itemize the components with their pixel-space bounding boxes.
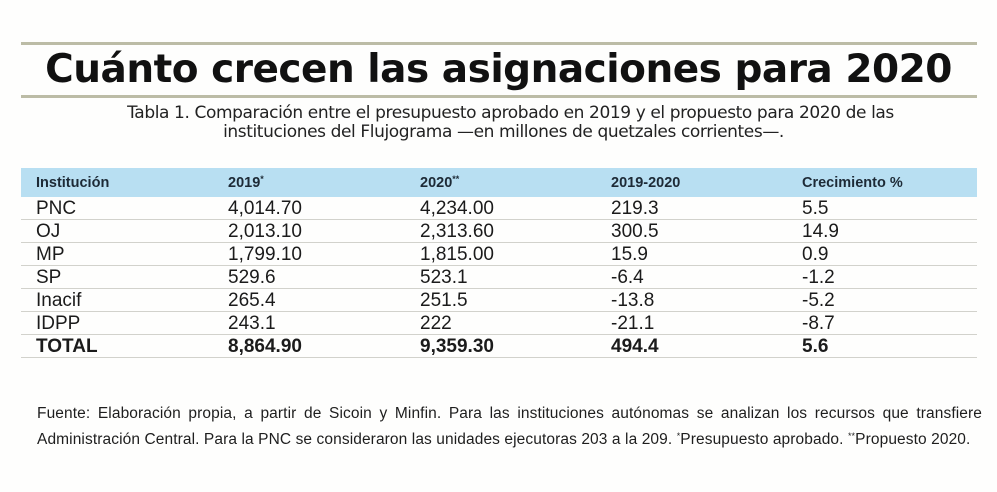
table-row: Inacif 265.4 251.5 -13.8 -5.2 (21, 288, 977, 312)
header-2019: 2019* (213, 168, 405, 197)
cell-growth-pct: -1.2 (787, 265, 977, 289)
header-institucion: Institución (21, 168, 213, 197)
cell-growth-pct: 0.9 (787, 242, 977, 266)
cell-difference: 219.3 (596, 197, 787, 220)
footnote-mark: ** (452, 174, 460, 184)
cell-value-2019: 2,013.10 (213, 219, 405, 243)
header-growth-pct: Crecimiento % (787, 168, 977, 197)
cell-difference: 15.9 (596, 242, 787, 266)
cell-institution: SP (21, 265, 213, 289)
table-row: IDPP 243.1 222 -21.1 -8.7 (21, 311, 977, 335)
total-institution: TOTAL (21, 334, 213, 358)
header-difference: 2019-2020 (596, 168, 787, 197)
table-total-row: TOTAL 8,864.90 9,359.30 494.4 5.6 (21, 334, 977, 358)
title-top-rule (21, 42, 977, 45)
budget-table: Institución 2019* 2020** 2019-2020 Creci… (21, 168, 977, 358)
cell-value-2020: 222 (405, 311, 596, 335)
source-footnote: Fuente: Elaboración propia, a partir de … (37, 403, 982, 451)
page-title: Cuánto crecen las asignaciones para 2020 (45, 47, 952, 92)
cell-value-2019: 1,799.10 (213, 242, 405, 266)
footnote-mark: ** (847, 431, 856, 441)
cell-growth-pct: -5.2 (787, 288, 977, 312)
cell-difference: -13.8 (596, 288, 787, 312)
cell-value-2019: 243.1 (213, 311, 405, 335)
table-row: MP 1,799.10 1,815.00 15.9 0.9 (21, 242, 977, 266)
caption-line-1: Tabla 1. Comparación entre el presupuest… (127, 103, 894, 123)
cell-difference: 300.5 (596, 219, 787, 243)
footnote-mark: * (260, 174, 264, 184)
total-growth-pct: 5.6 (787, 334, 977, 358)
footnote-note-2: Propuesto 2020. (855, 431, 971, 448)
total-difference: 494.4 (596, 334, 787, 358)
cell-growth-pct: -8.7 (787, 311, 977, 335)
total-value-2019: 8,864.90 (213, 334, 405, 358)
table-row: SP 529.6 523.1 -6.4 -1.2 (21, 265, 977, 289)
footnote-note-1: Presupuesto aprobado. (680, 431, 848, 448)
cell-value-2020: 251.5 (405, 288, 596, 312)
cell-institution: MP (21, 242, 213, 266)
cell-growth-pct: 5.5 (787, 197, 977, 220)
cell-institution: PNC (21, 197, 213, 220)
total-value-2020: 9,359.30 (405, 334, 596, 358)
cell-value-2019: 265.4 (213, 288, 405, 312)
cell-value-2020: 2,313.60 (405, 219, 596, 243)
table-row: OJ 2,013.10 2,313.60 300.5 14.9 (21, 219, 977, 243)
cell-institution: Inacif (21, 288, 213, 312)
cell-value-2020: 523.1 (405, 265, 596, 289)
footnote-source-text: Fuente: Elaboración propia, a partir de … (37, 405, 982, 448)
cell-value-2019: 4,014.70 (213, 197, 405, 220)
cell-growth-pct: 14.9 (787, 219, 977, 243)
cell-value-2020: 1,815.00 (405, 242, 596, 266)
table-caption: Tabla 1. Comparación entre el presupuest… (0, 104, 997, 142)
header-2020: 2020** (405, 168, 596, 197)
cell-value-2020: 4,234.00 (405, 197, 596, 220)
title-bottom-rule (21, 95, 977, 98)
table-row: PNC 4,014.70 4,234.00 219.3 5.5 (21, 197, 977, 220)
cell-difference: -6.4 (596, 265, 787, 289)
cell-value-2019: 529.6 (213, 265, 405, 289)
cell-institution: OJ (21, 219, 213, 243)
cell-difference: -21.1 (596, 311, 787, 335)
footnote-mark: * (676, 431, 681, 441)
cell-institution: IDPP (21, 311, 213, 335)
caption-line-2: instituciones del Flujograma —en millone… (223, 122, 784, 142)
table-header-row: Institución 2019* 2020** 2019-2020 Creci… (21, 168, 977, 197)
